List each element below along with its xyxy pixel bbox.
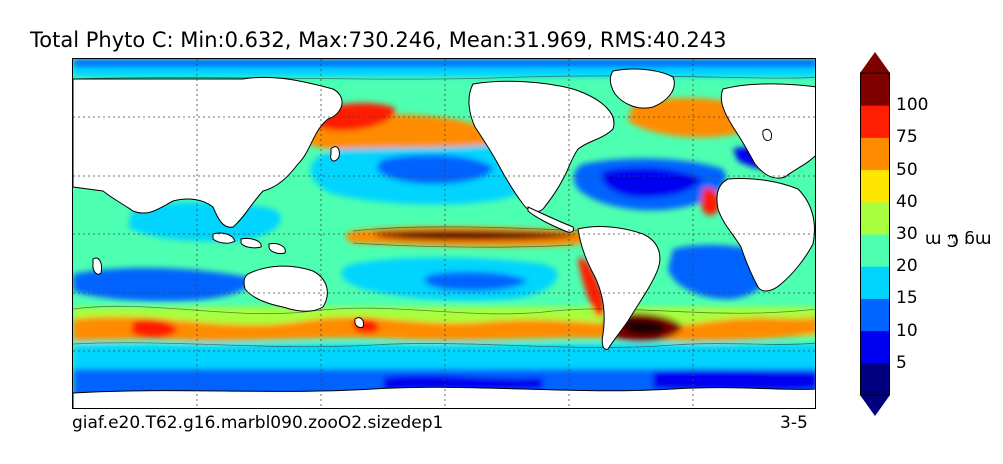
colorbar-tick-label: 40 bbox=[896, 191, 918, 212]
colorbar-tick-label: 30 bbox=[896, 224, 918, 244]
north-america-landmass bbox=[468, 80, 615, 213]
period-label: 3-5 bbox=[780, 413, 808, 433]
australia-landmass bbox=[243, 265, 328, 312]
ocean-field-map bbox=[73, 59, 815, 408]
colorbar-segment bbox=[860, 330, 890, 364]
colorbar-unit-label: mg C m -3 bbox=[925, 184, 992, 294]
colorbar-max-extension bbox=[860, 52, 890, 73]
colorbar-tick-label: 50 bbox=[896, 159, 918, 180]
map-title: Total Phyto C: Min:0.632, Max:730.246, M… bbox=[30, 28, 727, 52]
colorbar-segment bbox=[860, 169, 890, 203]
case-name-label: giaf.e20.T62.g16.marbl090.zooO2.sizedep1 bbox=[72, 413, 444, 433]
colorbar-tick-label: 75 bbox=[896, 127, 918, 148]
colorbar-segment bbox=[860, 266, 890, 299]
colorbar-outline bbox=[860, 72, 890, 396]
colorbar-tick-label: 15 bbox=[896, 288, 918, 309]
colorbar bbox=[860, 52, 890, 416]
africa-landmass bbox=[716, 178, 815, 292]
colorbar-segment bbox=[860, 298, 890, 332]
graticule bbox=[73, 59, 815, 408]
colorbar-segment bbox=[860, 105, 890, 138]
colorbar-tick-label: 100 bbox=[896, 95, 929, 116]
colorbar-tick-label: 10 bbox=[896, 320, 918, 341]
colorbar-min-extension bbox=[860, 395, 890, 416]
map-panel bbox=[72, 58, 816, 409]
colorbar-segments bbox=[860, 73, 890, 396]
contour-lines bbox=[73, 75, 815, 348]
colorbar-tick-label: 20 bbox=[896, 256, 918, 277]
greenland-landmass bbox=[609, 68, 675, 109]
colorbar-segment bbox=[860, 201, 890, 235]
colorbar-segment bbox=[860, 73, 890, 106]
antarctica-landmass bbox=[73, 386, 815, 408]
colorbar-segment bbox=[860, 234, 890, 267]
colorbar-segment bbox=[860, 362, 890, 396]
colorbar-segment bbox=[860, 137, 890, 171]
colorbar-tick-label: 5 bbox=[896, 352, 907, 373]
land-masses bbox=[73, 68, 815, 408]
asia-landmass bbox=[73, 76, 343, 228]
unit-text: mg C m bbox=[924, 229, 992, 249]
